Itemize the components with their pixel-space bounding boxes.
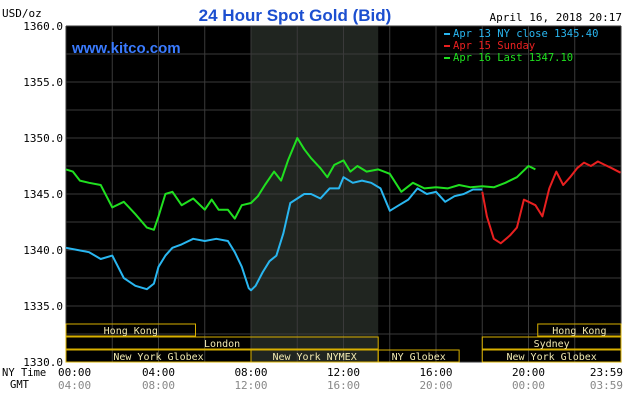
x-axis-labels: NY TimeGMT00:0004:0004:0008:0008:0012:00… [2, 366, 623, 392]
ny-time-row-label: NY Time [2, 367, 46, 379]
y-tick-label: 1340.0 [23, 244, 63, 257]
x-tick-gmt: 04:00 [58, 379, 91, 392]
x-tick-gmt: 20:00 [419, 379, 452, 392]
market-session-label: Hong Kong [552, 326, 606, 337]
x-tick-gmt: 16:00 [327, 379, 360, 392]
x-tick-ny: 23:59 [590, 366, 623, 379]
x-tick-gmt: 00:00 [512, 379, 545, 392]
market-session-box [481, 336, 622, 350]
y-tick-label: 1350.0 [23, 132, 63, 145]
x-tick-ny: 04:00 [142, 366, 175, 379]
price-series-line-0 [65, 137, 536, 231]
market-session-label: New York NYMEX [272, 352, 356, 363]
x-tick-gmt: 08:00 [142, 379, 175, 392]
market-session-label: Hong Kong [104, 326, 158, 337]
y-tick-label: 1335.0 [23, 300, 63, 313]
market-session-label: London [204, 339, 240, 350]
chart-title: 24 Hour Spot Gold (Bid) [199, 6, 392, 25]
x-tick-ny: 20:00 [512, 366, 545, 379]
y-tick-label: 1355.0 [23, 76, 63, 89]
market-session-label: New York Globex [506, 352, 596, 363]
price-series-line-2 [481, 160, 621, 245]
y-tick-label: 1360.0 [23, 20, 63, 33]
legend-entry: Apr 16 Last 1347.10 [453, 52, 573, 64]
y-axis-label: USD/oz [2, 7, 42, 20]
market-session-label: NY Globex [392, 352, 446, 363]
price-series-line-1 [65, 176, 483, 292]
x-tick-ny: 12:00 [327, 366, 360, 379]
legend-entry: Apr 15 Sunday [453, 40, 535, 52]
x-tick-ny: 00:00 [58, 366, 91, 379]
x-tick-ny: 08:00 [234, 366, 267, 379]
watermark: www.kitco.com [71, 40, 181, 57]
gmt-row-label: GMT [10, 379, 30, 391]
y-axis-ticks: 1330.0 1335.0 1340.0 1345.0 1350.0 1355.0 1360… [23, 20, 63, 369]
market-session-label: Sydney [534, 339, 570, 350]
market-session-box [65, 323, 196, 337]
legend-entry: Apr 13 NY close 1345.40 [453, 28, 598, 40]
market-session-box [537, 323, 622, 337]
market-session-box [481, 349, 622, 363]
market-session-label: New York Globex [113, 352, 203, 363]
chart-date: April 16, 2018 20:17 [490, 11, 622, 24]
y-tick-label: 1330.0 [23, 356, 63, 369]
market-session-box [65, 336, 379, 350]
y-tick-label: 1345.0 [23, 188, 63, 201]
x-tick-ny: 16:00 [419, 366, 452, 379]
x-tick-gmt: 03:59 [590, 379, 623, 392]
market-session-box [377, 349, 460, 363]
x-tick-gmt: 12:00 [234, 379, 267, 392]
